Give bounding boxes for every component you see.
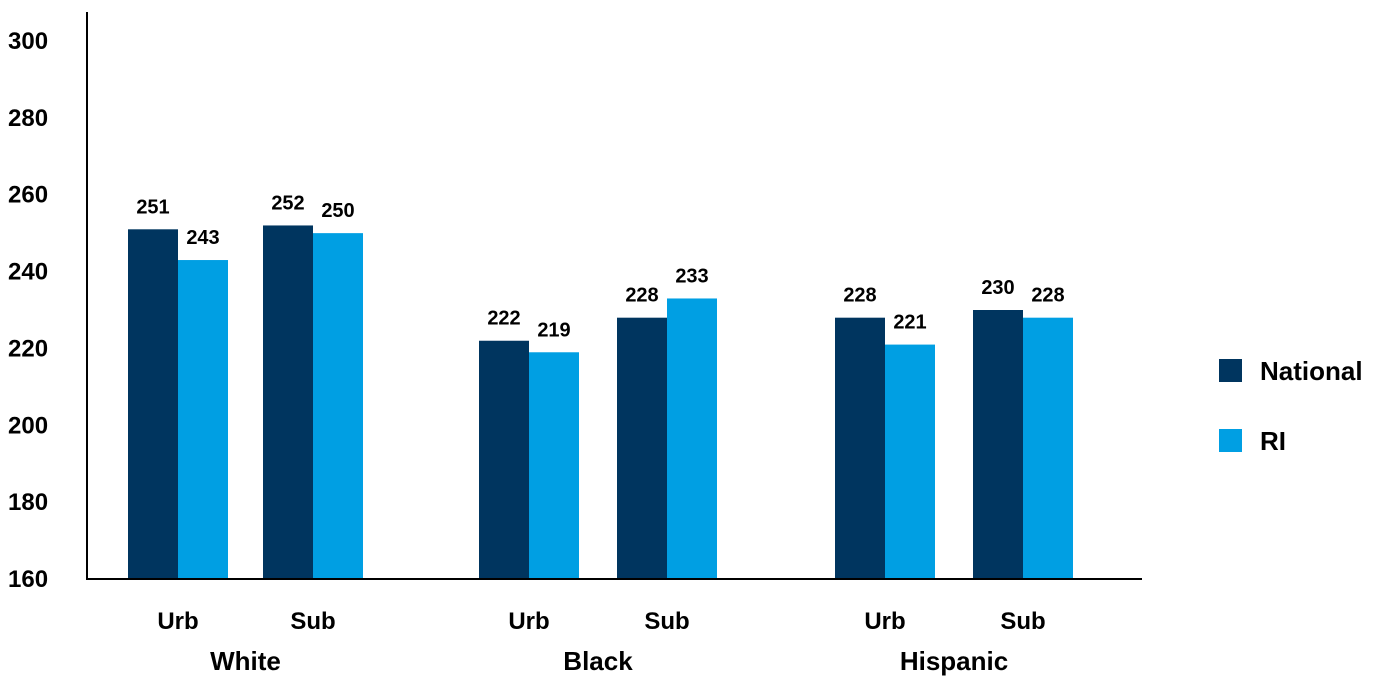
group-label: Black <box>563 646 633 676</box>
data-label: 230 <box>981 277 1014 299</box>
category-label: Sub <box>644 608 689 635</box>
data-label: 221 <box>893 312 926 334</box>
bar-national-2 <box>263 225 313 579</box>
bar-ri-6 <box>1023 317 1073 579</box>
data-label: 222 <box>487 308 520 330</box>
bar-ri-4 <box>667 298 717 579</box>
category-label: Urb <box>157 608 198 635</box>
y-axis-tick-labels: 160 180 200 220 240 260 280 300 <box>8 28 48 593</box>
bar-national-1 <box>128 229 178 580</box>
category-labels: Urb Sub Urb Sub Urb Sub <box>157 608 1045 635</box>
bar-national-3 <box>479 340 529 579</box>
y-tick-label: 260 <box>8 182 48 209</box>
group-label: Hispanic <box>900 646 1008 676</box>
bar-ri-2 <box>313 233 363 579</box>
legend-label-ri: RI <box>1260 426 1286 456</box>
data-labels: 251 243 252 250 222 219 228 233 228 221 230 228 <box>136 192 1064 341</box>
bars <box>128 225 1073 580</box>
legend-swatch-national <box>1219 359 1242 382</box>
category-label: Sub <box>290 608 335 635</box>
data-label: 233 <box>675 265 708 287</box>
bar-ri-3 <box>529 352 579 579</box>
data-label: 228 <box>1031 285 1064 307</box>
legend-label-national: National <box>1260 356 1363 386</box>
y-tick-label: 220 <box>8 335 48 362</box>
y-tick-label: 240 <box>8 259 48 286</box>
bar-national-4 <box>617 317 667 579</box>
bar-national-5 <box>835 317 885 579</box>
group-label: White <box>210 646 281 676</box>
data-label: 219 <box>537 319 570 341</box>
y-tick-label: 200 <box>8 412 48 439</box>
group-labels: White Black Hispanic <box>210 646 1008 676</box>
y-tick-label: 280 <box>8 105 48 132</box>
data-label: 250 <box>321 200 354 222</box>
category-label: Sub <box>1000 608 1045 635</box>
y-tick-label: 300 <box>8 28 48 55</box>
category-label: Urb <box>864 608 905 635</box>
data-label: 252 <box>271 192 304 214</box>
y-tick-label: 160 <box>8 566 48 593</box>
data-label: 251 <box>136 196 169 218</box>
bar-national-6 <box>973 310 1023 579</box>
bar-ri-1 <box>178 260 228 579</box>
legend-swatch-ri <box>1219 429 1242 452</box>
legend: National RI <box>1219 356 1363 456</box>
data-label: 243 <box>186 227 219 249</box>
data-label: 228 <box>625 285 658 307</box>
bar-ri-5 <box>885 344 935 579</box>
y-tick-label: 180 <box>8 489 48 516</box>
category-label: Urb <box>508 608 549 635</box>
data-label: 228 <box>843 285 876 307</box>
